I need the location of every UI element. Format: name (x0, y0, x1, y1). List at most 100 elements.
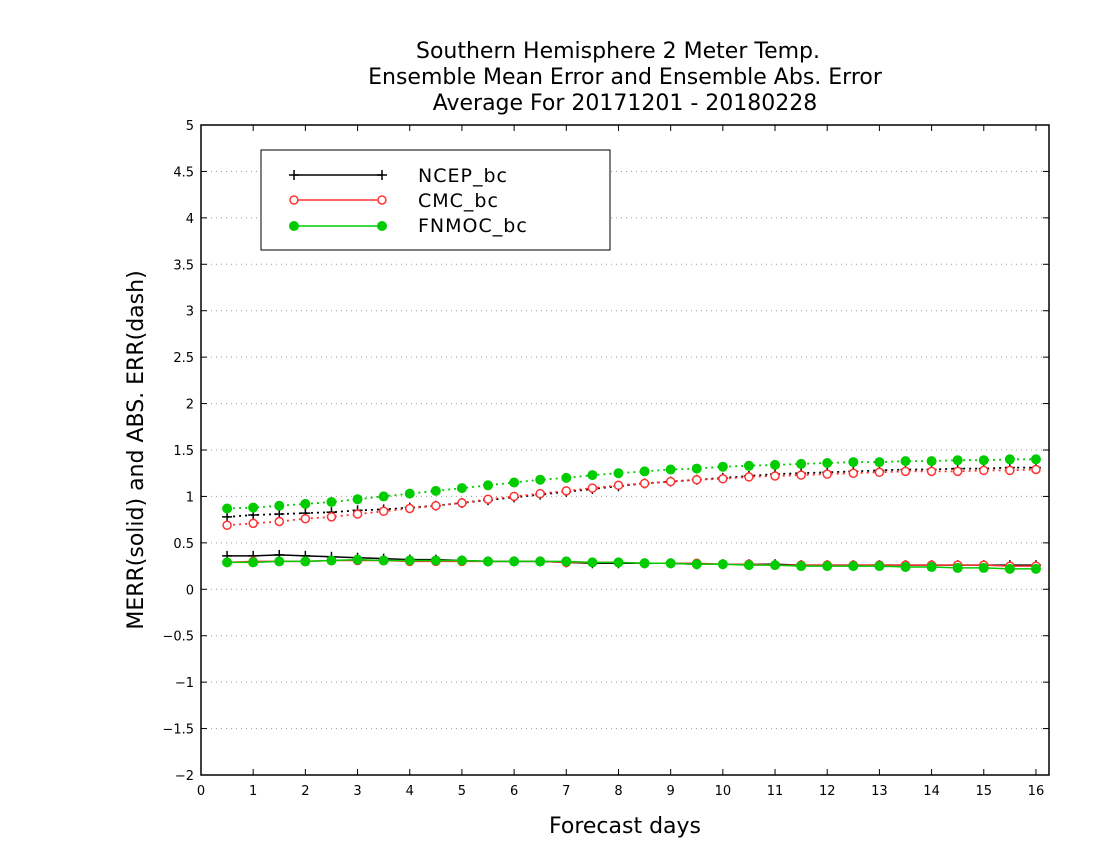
y-tick-label: 3.5 (173, 258, 194, 273)
series-fnmoc-bc-abs-err-point (352, 494, 363, 505)
series-cmc-bc-abs-err-point (535, 488, 545, 499)
series-fnmoc-bc-merr-point (587, 557, 598, 568)
series-fnmoc-bc-abs-err-point (926, 456, 937, 467)
x-tick-label: 9 (667, 784, 675, 799)
y-tick-label: 2 (186, 398, 194, 413)
series-fnmoc-bc-abs-err-point (300, 498, 311, 509)
x-tick-label: 13 (871, 784, 888, 799)
x-tick-label: 0 (197, 784, 205, 799)
series-fnmoc-bc-abs-err-point (770, 459, 781, 470)
series-fnmoc-bc-abs-err-point (456, 483, 467, 494)
series-fnmoc-bc-abs-err-point (874, 457, 885, 468)
series-fnmoc-bc-merr-point (535, 556, 546, 567)
series-fnmoc-bc-abs-err-point (248, 502, 259, 513)
series-cmc-bc-abs-err-point (1005, 465, 1015, 476)
series-fnmoc-bc-abs-err-point (613, 468, 624, 479)
legend-marker-fnmoc-bc (377, 221, 387, 231)
y-tick-label: 5 (186, 119, 194, 134)
series-fnmoc-bc-merr-point (300, 556, 311, 567)
series-fnmoc-bc-abs-err-point (1004, 454, 1015, 465)
grid-layer (201, 170, 1049, 730)
x-tick-label: 2 (301, 784, 309, 799)
series-fnmoc-bc-merr-point (326, 555, 337, 566)
x-tick-label: 12 (819, 784, 836, 799)
y-tick-label: −2 (175, 769, 194, 784)
chart-title-line-2: Ensemble Mean Error and Ensemble Abs. Er… (368, 65, 883, 90)
legend-marker-ncep-bc (377, 170, 387, 180)
legend: NCEP_bc CMC_bc FNMOC_bc (260, 149, 611, 251)
series-fnmoc-bc-abs-err-point (639, 466, 650, 477)
series-fnmoc-bc-abs-err-point (587, 470, 598, 481)
series-cmc-bc-abs-err-point (848, 468, 859, 478)
x-tick-label: 14 (923, 784, 940, 799)
series-fnmoc-bc-merr-point (352, 554, 363, 565)
y-tick-label: −1.5 (162, 723, 194, 738)
series-fnmoc-bc-abs-err-point (222, 503, 233, 514)
y-tick-label: −0.5 (162, 630, 194, 645)
series-fnmoc-bc-abs-err-point (665, 464, 676, 475)
series-fnmoc-bc-merr-point (1030, 563, 1041, 574)
series-fnmoc-bc-merr-point (404, 555, 415, 566)
series-fnmoc-bc-merr-point (509, 556, 520, 567)
legend-label-ncep: NCEP_bc (418, 165, 508, 187)
series-cmc-bc-abs-err-point (613, 480, 624, 491)
series-fnmoc-bc-merr-point (456, 555, 467, 566)
y-axis-label: MERR(solid) and ABS. ERR(dash) (124, 270, 149, 629)
series-cmc-bc-abs-err-point (561, 486, 572, 496)
x-tick-label: 3 (353, 784, 361, 799)
tick-layer: −2−1.5−1−0.500.511.522.533.544.550 1 2 3 4 5 6… (162, 119, 1049, 799)
series-cmc-bc-abs-err-point (457, 498, 467, 508)
series-fnmoc-bc-abs-err-point (1030, 454, 1041, 465)
x-tick-label: 10 (715, 784, 732, 799)
series-ncep-bc-abs-err-point (222, 511, 233, 522)
series-cmc-bc-abs-err-point (900, 466, 911, 477)
series-cmc-bc-abs-err-point (326, 512, 337, 522)
series-fnmoc-bc-merr-point (378, 555, 389, 566)
series-cmc-bc-abs-err-point (692, 474, 702, 485)
legend-marker-ncep-bc (289, 170, 299, 180)
legend-label-fnmoc: FNMOC_bc (418, 215, 528, 237)
legend-marker-fnmoc-bc (289, 221, 299, 231)
series-fnmoc-bc-abs-err-point (796, 458, 807, 469)
y-tick-label: 2.5 (173, 351, 194, 366)
series-fnmoc-bc-abs-err-point (691, 463, 702, 474)
series-fnmoc-bc-abs-err-point (561, 472, 572, 483)
series-fnmoc-bc-merr-point (483, 556, 494, 567)
legend-marker-cmc-bc (377, 195, 387, 205)
x-tick-label: 8 (614, 784, 622, 799)
series-fnmoc-bc-abs-err-point (978, 455, 989, 466)
series-fnmoc-bc-abs-err-point (900, 456, 911, 467)
series-fnmoc-bc-merr-point (430, 555, 441, 566)
series-cmc-bc-abs-err-point (248, 518, 258, 529)
series-fnmoc-bc-merr-point (796, 561, 807, 572)
series-fnmoc-bc-merr-point (665, 558, 676, 569)
y-tick-label: 4.5 (173, 165, 194, 180)
series-fnmoc-bc-merr-point (926, 562, 937, 572)
series-fnmoc-bc-abs-err-point (274, 500, 285, 511)
series-cmc-bc-abs-err-line (227, 468, 1037, 527)
series-fnmoc-bc-abs-err-point (717, 461, 728, 472)
series-cmc-bc-abs-err-point (1031, 464, 1041, 475)
series-fnmoc-bc-abs-err-point (326, 497, 337, 507)
series-fnmoc-bc-abs-err-point (822, 458, 833, 468)
x-tick-label: 16 (1028, 784, 1045, 799)
series-fnmoc-bc-abs-err-point (743, 460, 754, 471)
x-tick-label: 5 (458, 784, 466, 799)
series-cmc-bc-abs-err-point (274, 516, 285, 527)
series-fnmoc-bc-merr-point (639, 558, 650, 569)
series-fnmoc-bc-abs-err-line (227, 458, 1036, 510)
series-cmc-bc-abs-err-point (979, 465, 989, 476)
series-fnmoc-bc-abs-err-point (404, 488, 415, 499)
series-cmc-bc-abs-err-point (770, 471, 780, 481)
series-fnmoc-bc-merr-point (770, 560, 781, 571)
series-cmc-bc-abs-err-point (587, 483, 598, 493)
series-cmc-bc-abs-err-point (431, 500, 441, 511)
series-cmc-bc-abs-err-point (665, 476, 676, 487)
series-fnmoc-bc-merr-point (274, 556, 285, 567)
legend-samples (289, 170, 387, 231)
series-fnmoc-bc-abs-err-point (430, 485, 441, 496)
y-tick-label: 1 (186, 490, 194, 505)
x-tick-label: 11 (767, 784, 784, 799)
y-tick-label: 1.5 (173, 444, 194, 459)
y-tick-label: −1 (175, 676, 194, 691)
